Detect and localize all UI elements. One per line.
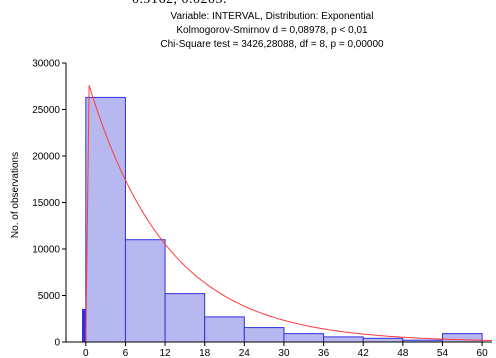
chart-titles: Variable: INTERVAL, Distribution: Expone… — [0, 10, 496, 52]
cropped-header-text-value: 0.9162, 0.0205. — [132, 0, 227, 8]
exponential-fit-curve — [85, 85, 493, 343]
y-tick-label: 30000 — [32, 59, 60, 70]
cropped-header-text: 0.9162, 0.0205. — [0, 0, 496, 8]
x-tick-label: 36 — [318, 348, 330, 358]
y-axis-ticks: 0 5000 10000 15000 20000 25000 30000 — [32, 59, 66, 349]
x-axis-ticks: 0 6 12 18 24 30 36 42 48 54 60 — [83, 342, 488, 358]
histogram-bar — [204, 316, 245, 343]
y-tick-label: 25000 — [32, 105, 60, 116]
y-tick-label: 5000 — [38, 291, 61, 302]
histogram-bar — [164, 293, 206, 343]
y-tick-label: 0 — [54, 338, 60, 349]
histogram-bar — [362, 337, 404, 343]
y-tick-label: 15000 — [32, 198, 60, 209]
histogram-bar — [441, 333, 483, 343]
histogram-bar — [85, 96, 126, 343]
y-tick-label: 10000 — [32, 245, 60, 256]
x-tick-label: 6 — [123, 348, 129, 358]
y-axis-label: No. of observations — [10, 152, 21, 238]
chart-subtitle: Kolmogorov-Smirnov d = 0,08978, p < 0,01 — [176, 25, 368, 36]
y-tick-label: 20000 — [32, 152, 60, 163]
histogram-bar — [283, 333, 325, 343]
x-tick-label: 60 — [477, 348, 489, 358]
x-tick-label: 30 — [278, 348, 290, 358]
x-tick-label: 0 — [83, 348, 89, 358]
x-tick-label: 12 — [160, 348, 172, 358]
histogram-bar — [323, 336, 364, 343]
chart-title: Variable: INTERVAL, Distribution: Expone… — [170, 11, 374, 22]
x-tick-label: 18 — [199, 348, 211, 358]
histogram-bars — [82, 96, 483, 343]
x-tick-label: 24 — [239, 348, 251, 358]
x-tick-label: 48 — [397, 348, 409, 358]
histogram-bar — [243, 327, 285, 343]
x-tick-label: 54 — [437, 348, 449, 358]
chart-subtitle-2: Chi-Square test = 3426,28088, df = 8, p … — [160, 39, 384, 50]
histogram-bar — [124, 239, 166, 343]
x-tick-label: 42 — [358, 348, 370, 358]
